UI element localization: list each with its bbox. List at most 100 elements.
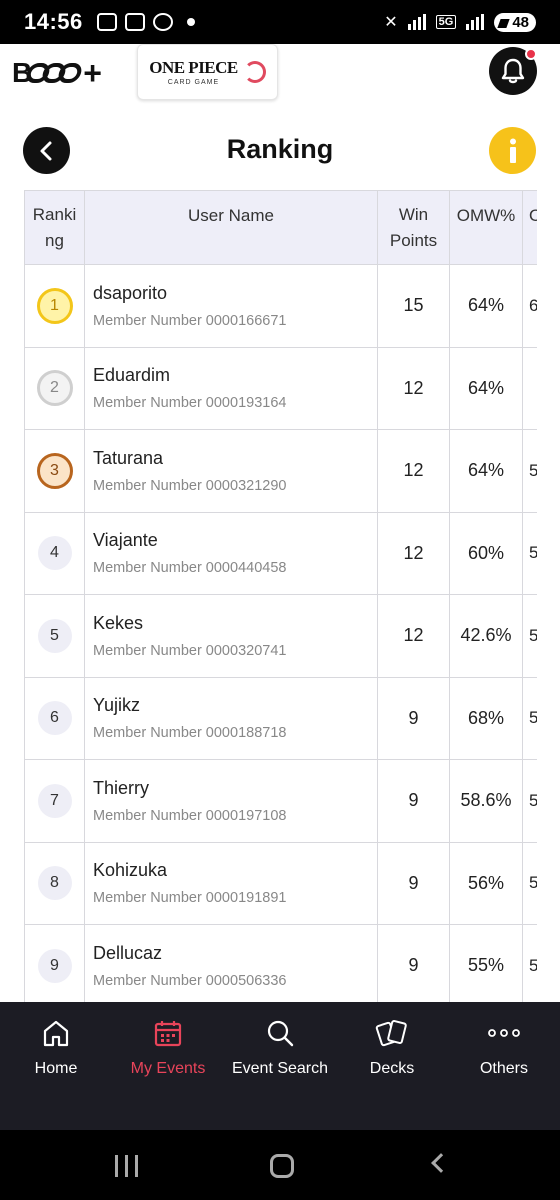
table-row[interactable]: 8 Kohizuka Member Number 0000191891 9 56% 5 <box>24 841 537 925</box>
extra-cell <box>522 346 537 430</box>
rank-badge: 5 <box>37 618 72 653</box>
calendar-icon <box>151 1016 185 1050</box>
omw-cell: 64% <box>449 346 523 430</box>
bandai-tcg-logo[interactable]: B + <box>12 54 102 91</box>
nav-home[interactable]: Home <box>0 1002 112 1130</box>
nav-home-label: Home <box>34 1060 78 1077</box>
win-points: 9 <box>408 955 419 976</box>
user-name: Kekes <box>93 612 144 633</box>
back-system-button[interactable] <box>431 1153 451 1173</box>
win-points-cell: 12 <box>377 594 450 678</box>
table-row[interactable]: 6 Yujikz Member Number 0000188718 9 68% 5 <box>24 676 537 760</box>
rank-cell: 9 <box>24 924 85 1002</box>
back-button[interactable] <box>23 127 70 174</box>
rank-badge: 3 <box>36 452 73 489</box>
ranking-table-body: 1 dsaporito Member Number 0000166671 15 64% 6… <box>24 264 537 1002</box>
member-number: Member Number 0000188718 <box>93 725 287 742</box>
cell-signal-icon <box>466 14 485 30</box>
omw-cell: 68% <box>449 676 523 760</box>
table-row[interactable]: 9 Dellucaz Member Number 0000506336 9 55% 5 <box>24 924 537 1002</box>
omw-cell: 58.6% <box>449 759 523 843</box>
user-name: Viajante <box>93 530 158 551</box>
omw-percent: 56% <box>467 872 505 893</box>
omw-cell: 42.6% <box>449 594 523 678</box>
nav-my-events[interactable]: My Events <box>112 1002 224 1130</box>
table-row[interactable]: 2 Eduardim Member Number 0000193164 12 64% <box>24 346 537 430</box>
messenger-icon <box>152 13 173 31</box>
wifi-signal-icon <box>407 14 426 30</box>
rank-cell: 6 <box>24 676 85 760</box>
home-system-button[interactable] <box>270 1154 294 1178</box>
notification-app-icon <box>96 13 117 31</box>
omw-cell: 56% <box>449 841 523 925</box>
game-logo-title: ONE PIECE <box>149 58 238 77</box>
notification-badge <box>525 48 537 60</box>
header-extra-column: O <box>522 190 537 265</box>
win-points: 12 <box>403 625 424 646</box>
rank-badge: 2 <box>36 370 73 407</box>
search-icon <box>263 1016 297 1050</box>
status-bar: 14:56 ✕ 5G 48 <box>0 0 560 44</box>
table-row[interactable]: 4 Viajante Member Number 0000440458 12 60% 5 <box>24 511 537 595</box>
nav-decks[interactable]: Decks <box>336 1002 448 1130</box>
user-cell: Viajante Member Number 0000440458 <box>84 511 378 595</box>
extra-cell: 5 <box>522 841 537 925</box>
home-icon <box>39 1016 73 1050</box>
rank-badge: 6 <box>37 701 72 736</box>
rank-cell: 5 <box>24 594 85 678</box>
omw-cell: 64% <box>449 429 523 513</box>
table-row[interactable]: 5 Kekes Member Number 0000320741 12 42.6% 5 <box>24 594 537 678</box>
game-logo-subtitle: CARD GAME <box>167 79 220 86</box>
rank-badge: 1 <box>36 287 73 324</box>
ranking-table-container[interactable]: Ranki ng User Name Win Points OMW% O 1 dsap… <box>24 190 537 1002</box>
table-row[interactable]: 3 Taturana Member Number 0000321290 12 64% 5 <box>24 429 537 513</box>
more-notifications-icon <box>186 18 195 26</box>
extra-value: 5 <box>529 708 537 728</box>
user-name: Yujikz <box>93 695 141 716</box>
bottom-navigation: Home My Events Event Search <box>0 1002 560 1130</box>
win-points-cell: 12 <box>377 511 450 595</box>
user-name: Kohizuka <box>93 860 168 881</box>
member-number: Member Number 0000191891 <box>93 890 287 907</box>
omw-percent: 55% <box>467 955 505 976</box>
omw-percent: 64% <box>467 377 505 398</box>
win-points-cell: 9 <box>377 759 450 843</box>
table-row[interactable]: 7 Thierry Member Number 0000197108 9 58.6% 5 <box>24 759 537 843</box>
rank-badge: 7 <box>37 783 72 818</box>
win-points-cell: 12 <box>377 429 450 513</box>
one-piece-logo[interactable]: ONE PIECE CARD GAME <box>137 44 278 100</box>
extra-value: 5 <box>529 873 537 893</box>
omw-percent: 68% <box>467 707 505 728</box>
notification-button[interactable] <box>489 47 537 95</box>
win-points-cell: 9 <box>377 924 450 1002</box>
info-icon <box>509 138 516 163</box>
extra-value: 5 <box>529 625 537 645</box>
table-row[interactable]: 1 dsaporito Member Number 0000166671 15 64% 6 <box>24 264 537 348</box>
plus-icon: + <box>83 54 102 91</box>
info-button[interactable] <box>489 127 536 174</box>
nav-others[interactable]: Others <box>448 1002 560 1130</box>
cards-icon <box>375 1016 409 1050</box>
nav-event-search[interactable]: Event Search <box>224 1002 336 1130</box>
extra-cell: 5 <box>522 429 537 513</box>
extra-value: 5 <box>529 460 537 480</box>
win-points: 9 <box>408 872 419 893</box>
omw-percent: 42.6% <box>460 625 512 646</box>
extra-value: 5 <box>529 790 537 810</box>
recent-apps-button[interactable] <box>115 1155 138 1177</box>
win-points: 12 <box>403 377 424 398</box>
nav-decks-label: Decks <box>369 1060 415 1077</box>
header-omw: OMW% <box>449 190 523 265</box>
rank-badge: 8 <box>37 866 72 901</box>
user-cell: Taturana Member Number 0000321290 <box>84 429 378 513</box>
member-number: Member Number 0000320741 <box>93 642 287 659</box>
status-system-icons: ✕ 5G 48 <box>384 12 536 32</box>
omw-percent: 58.6% <box>460 790 512 811</box>
extra-value: 5 <box>529 955 537 975</box>
app-header: B + ONE PIECE CARD GAME <box>0 44 560 102</box>
user-cell: Eduardim Member Number 0000193164 <box>84 346 378 430</box>
brand-logo-letter: B <box>12 57 32 88</box>
rank-cell: 8 <box>24 841 85 925</box>
rank-cell: 1 <box>24 264 85 348</box>
